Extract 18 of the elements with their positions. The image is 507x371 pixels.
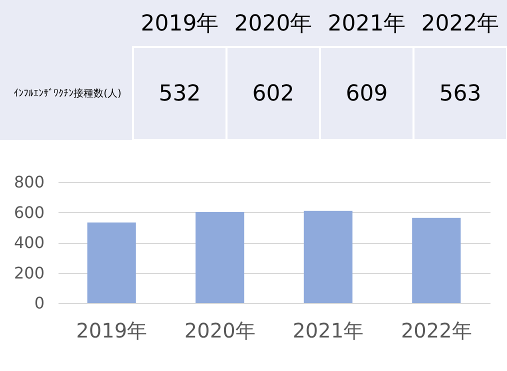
x-tick-label: 2020年 bbox=[234, 12, 312, 36]
data-label: 563 bbox=[439, 82, 482, 106]
x-tick-label: 2019年 bbox=[76, 318, 148, 342]
data-label: 602 bbox=[252, 82, 294, 106]
x-tick-label: 2022年 bbox=[421, 12, 500, 36]
y-tick-label: 800 bbox=[14, 172, 44, 192]
x-tick-label: 2022年 bbox=[400, 318, 472, 342]
data-label: 609 bbox=[346, 82, 388, 106]
x-tick-label: 2019年 bbox=[140, 12, 219, 36]
y-tick-label: 400 bbox=[14, 233, 44, 252]
x-tick-label: 2021年 bbox=[292, 318, 364, 342]
y-tick-label: 600 bbox=[14, 202, 44, 222]
y-tick-label: ｲﾝﾌﾙｴﾝｻﾞﾜｸﾁﾝ接種数(人) bbox=[14, 88, 122, 100]
x-tick-label: 2021年 bbox=[328, 12, 406, 36]
y-tick-label: 0 bbox=[34, 294, 44, 312]
data-label: 532 bbox=[158, 82, 201, 106]
x-tick-label: 2020年 bbox=[184, 318, 256, 342]
y-tick-label: 200 bbox=[14, 263, 44, 282]
